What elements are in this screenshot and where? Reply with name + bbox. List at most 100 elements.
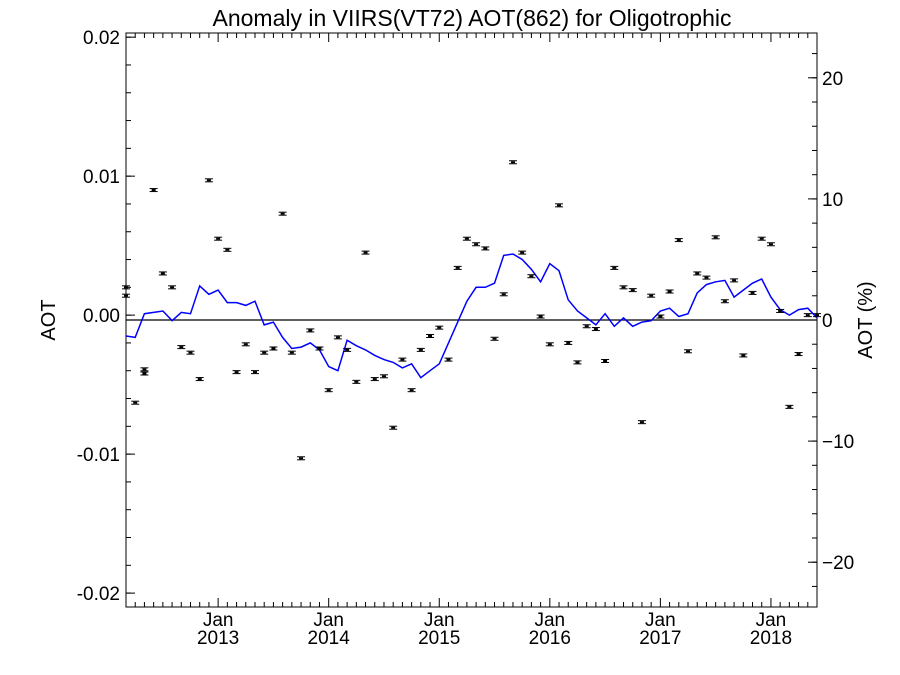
point-marker (667, 290, 672, 293)
point-marker (234, 371, 239, 374)
point-marker (179, 346, 184, 349)
y2-tick-label: −10 (822, 432, 854, 453)
data-point (564, 340, 573, 345)
point-marker (252, 371, 257, 374)
point-marker (206, 179, 211, 182)
data-point (195, 377, 204, 382)
data-point (693, 271, 702, 276)
point-marker (713, 236, 718, 239)
y-tick-label: 0.00 (83, 306, 120, 327)
point-marker (529, 275, 534, 278)
data-point (591, 327, 600, 332)
point-marker (142, 372, 147, 375)
point-marker (815, 314, 819, 317)
y-axis-label-right: AOT (%) (855, 281, 877, 358)
point-marker (676, 239, 681, 242)
point-marker (612, 266, 617, 269)
point-marker (280, 212, 285, 215)
data-point (518, 250, 527, 255)
data-point (508, 160, 517, 165)
x-tick-label-month: Jan (313, 610, 344, 631)
data-point (619, 285, 628, 290)
point-marker (354, 380, 359, 383)
x-tick-label-month: Jan (534, 610, 565, 631)
point-marker (805, 314, 810, 317)
point-marker (428, 334, 433, 337)
point-marker (686, 350, 691, 353)
data-point (168, 285, 177, 290)
data-point (389, 425, 398, 430)
point-marker (722, 300, 727, 303)
data-point (287, 350, 296, 355)
point-marker (243, 343, 248, 346)
point-marker (455, 266, 460, 269)
point-marker (695, 272, 700, 275)
point-marker (658, 315, 663, 318)
data-point (315, 346, 324, 351)
point-marker (326, 389, 331, 392)
data-point (536, 314, 545, 319)
point-marker (547, 343, 552, 346)
point-marker (750, 291, 755, 294)
data-point (260, 350, 269, 355)
data-point (674, 238, 683, 243)
data-point (794, 352, 803, 357)
point-marker (372, 378, 377, 381)
y2-tick-label: 10 (822, 190, 843, 211)
data-point (665, 289, 674, 294)
point-marker (124, 286, 128, 289)
data-point (426, 333, 435, 338)
point-marker (225, 248, 230, 251)
data-point (398, 357, 407, 362)
point-marker (639, 421, 644, 424)
data-point (481, 246, 490, 251)
data-point (241, 342, 250, 347)
point-marker (289, 351, 294, 354)
data-point (472, 242, 481, 247)
point-marker (299, 457, 304, 460)
x-tick-label-year: 2013 (197, 628, 239, 649)
y-tick-label: 0.01 (83, 167, 120, 188)
data-point (306, 328, 315, 333)
data-point (766, 242, 775, 247)
data-point (499, 292, 508, 297)
point-marker (732, 279, 737, 282)
y-tick-label: 0.02 (83, 28, 120, 49)
point-marker (649, 294, 654, 297)
data-point (601, 359, 610, 363)
data-point (223, 247, 232, 252)
point-marker (464, 237, 469, 240)
point-marker (216, 237, 221, 240)
point-marker (160, 272, 165, 275)
data-point (232, 370, 241, 375)
y2-tick-label: 0 (822, 311, 833, 332)
data-point (444, 357, 453, 362)
data-point (545, 342, 554, 347)
data-point (131, 400, 140, 405)
point-marker (262, 351, 267, 354)
point-marker (520, 251, 525, 254)
data-point (462, 236, 471, 241)
data-point (527, 274, 536, 279)
x-tick-label-year: 2017 (639, 628, 681, 649)
data-point (637, 420, 646, 425)
data-point (453, 265, 462, 270)
point-marker (308, 329, 313, 332)
point-marker (317, 347, 322, 350)
data-point (204, 178, 213, 183)
y2-tick-label: −20 (822, 553, 854, 574)
data-point (711, 235, 720, 240)
point-marker (630, 289, 635, 292)
x-tick-label-month: Jan (756, 610, 787, 631)
y-axis-left: 0.02 0.01 0.00 -0.01 -0.02 (77, 28, 135, 605)
point-marker (483, 247, 488, 250)
point-marker (621, 286, 626, 289)
data-point (158, 271, 167, 276)
data-point (370, 377, 379, 382)
data-point (739, 353, 748, 358)
data-point (297, 456, 306, 461)
data-point (177, 345, 186, 350)
data-point (776, 308, 785, 313)
point-marker (704, 276, 709, 279)
